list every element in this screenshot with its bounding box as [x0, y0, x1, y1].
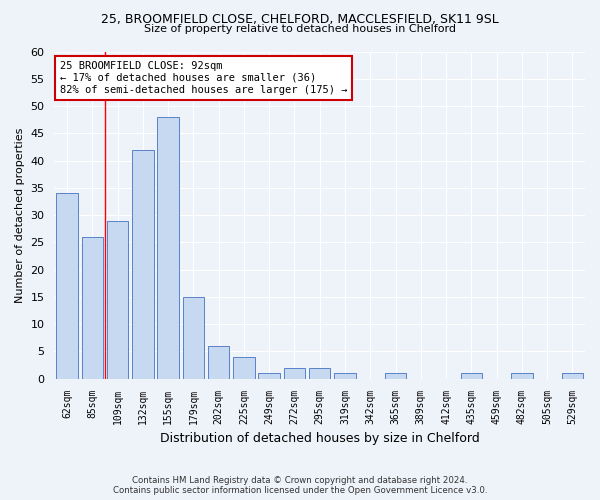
Bar: [157, 117, 179, 378]
Bar: [208, 346, 229, 378]
Bar: [334, 373, 356, 378]
Text: 25 BROOMFIELD CLOSE: 92sqm
← 17% of detached houses are smaller (36)
82% of semi: 25 BROOMFIELD CLOSE: 92sqm ← 17% of deta…: [60, 62, 347, 94]
Bar: [259, 373, 280, 378]
Bar: [309, 368, 331, 378]
Bar: [56, 194, 78, 378]
Bar: [233, 357, 254, 378]
Bar: [132, 150, 154, 378]
Bar: [284, 368, 305, 378]
Text: Size of property relative to detached houses in Chelford: Size of property relative to detached ho…: [144, 24, 456, 34]
Bar: [511, 373, 533, 378]
Text: Contains HM Land Registry data © Crown copyright and database right 2024.
Contai: Contains HM Land Registry data © Crown c…: [113, 476, 487, 495]
Bar: [461, 373, 482, 378]
Bar: [82, 237, 103, 378]
Bar: [107, 220, 128, 378]
X-axis label: Distribution of detached houses by size in Chelford: Distribution of detached houses by size …: [160, 432, 479, 445]
Bar: [562, 373, 583, 378]
Bar: [385, 373, 406, 378]
Text: 25, BROOMFIELD CLOSE, CHELFORD, MACCLESFIELD, SK11 9SL: 25, BROOMFIELD CLOSE, CHELFORD, MACCLESF…: [101, 12, 499, 26]
Y-axis label: Number of detached properties: Number of detached properties: [15, 128, 25, 303]
Bar: [182, 297, 204, 378]
